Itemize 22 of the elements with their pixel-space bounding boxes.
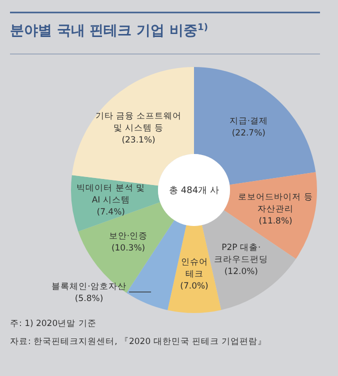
slice-label: 기타 금융 소프트웨어 및 시스템 등 [95, 111, 182, 134]
slice-label: 지급·결제 [229, 116, 268, 127]
data-label: (22.7%) [232, 128, 266, 139]
donut-slice [72, 67, 194, 186]
donut-slice [194, 67, 316, 185]
data-label: (7.0%) [180, 282, 208, 292]
chart-title: 분야별 국내 핀테크 기업 비중$^{1)}$ [10, 23, 208, 39]
text: 총 484개 사 [169, 186, 219, 196]
text: 주: 1) 2020년말 기준 [10, 319, 96, 329]
slice-label: 보안·인증 [108, 232, 148, 242]
slice-label: P2P 대출· 크라우드펀딩 [214, 243, 268, 266]
data-label: (7.4%) [96, 207, 125, 218]
data-label: (10.3%) [111, 244, 146, 254]
data-label: (12.0%) [224, 267, 258, 278]
data-label: (23.1%) [122, 135, 156, 146]
slice-label: 로보어드바이저 등 자산관리 [238, 192, 313, 215]
slice-label: 인슈어 테크 [180, 258, 208, 280]
data-label: (11.8%) [258, 216, 292, 227]
data-label: (5.8%) [74, 294, 104, 304]
slice-label: 블록체인·암호자산 [52, 282, 126, 292]
slice-label: 빅데이터 분석 및 AI 시스템 [76, 183, 146, 206]
text: 자료: 한국핀테크지원센터, 『2020 대한민국 핀테크 기업편람』 [10, 336, 267, 347]
